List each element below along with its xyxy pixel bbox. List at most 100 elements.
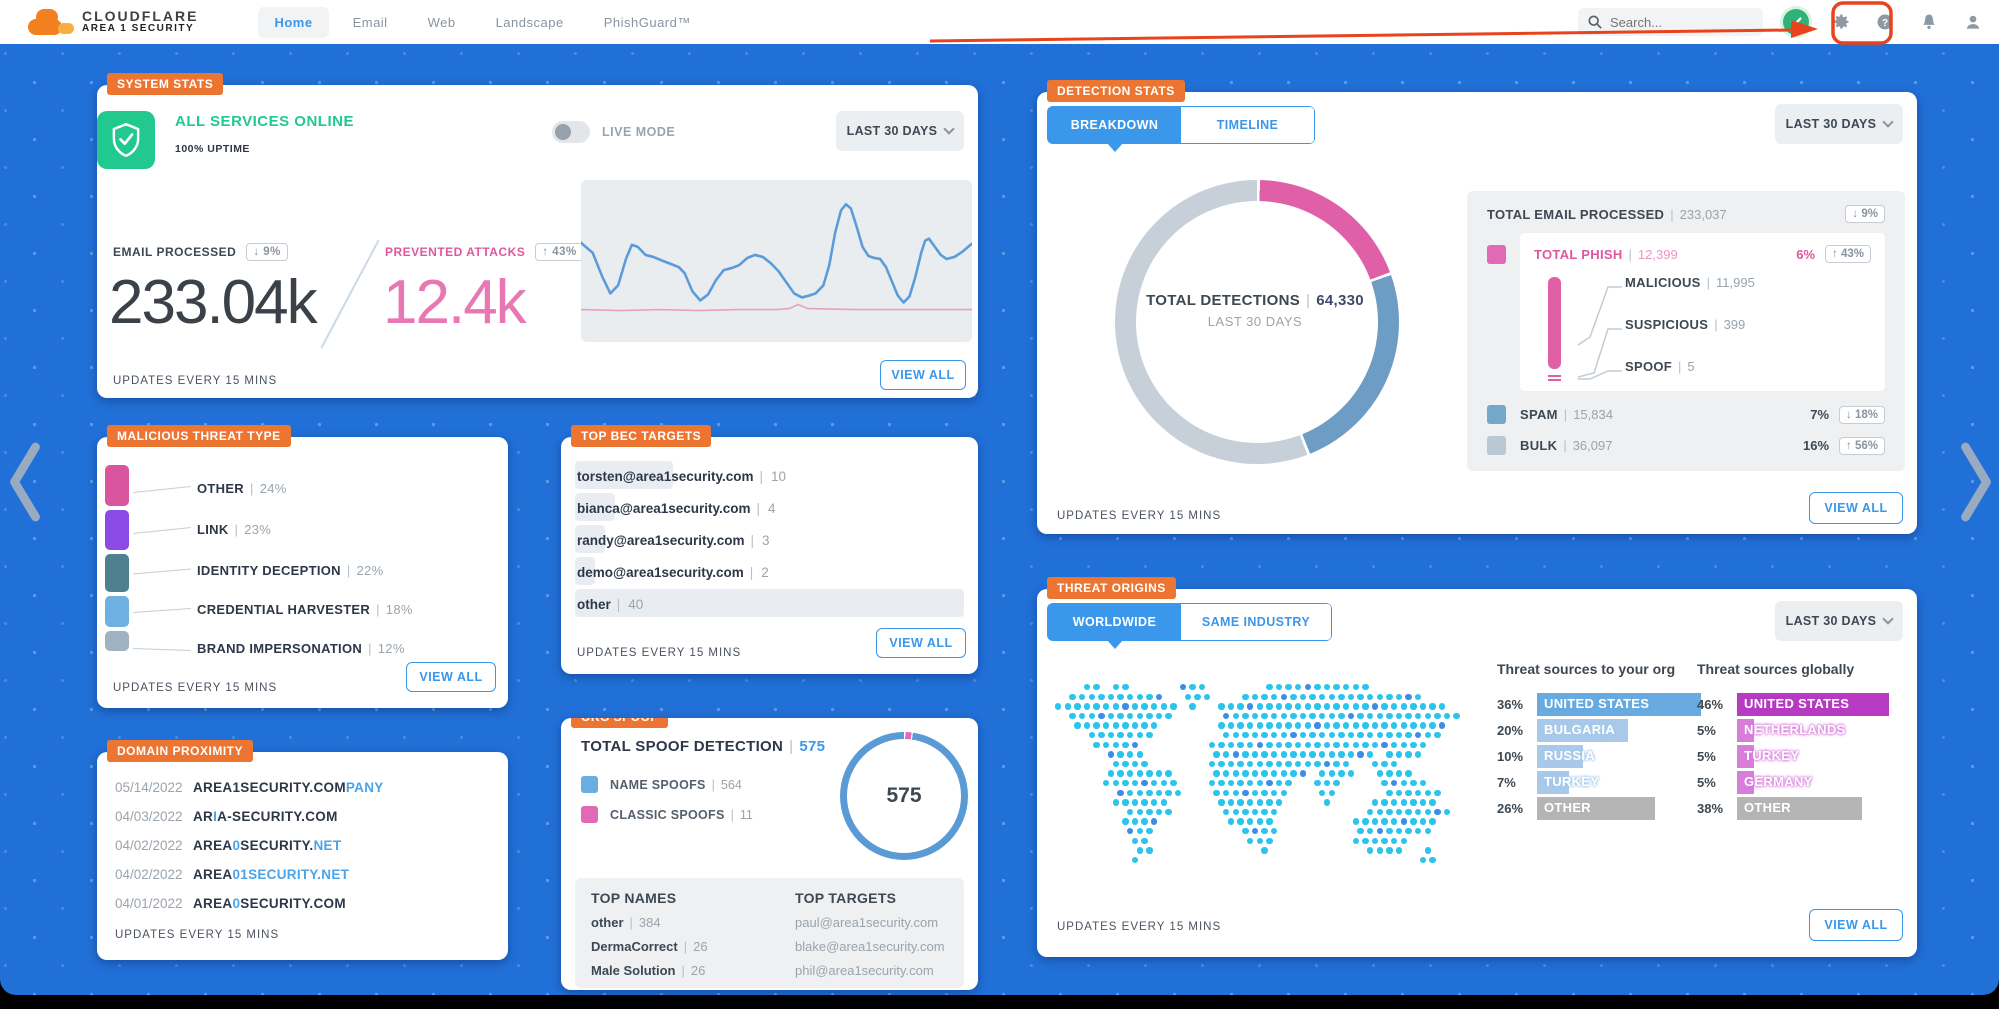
bec-target-row: torsten@area1security.com | 10 [575, 461, 786, 489]
global-sources-header: Threat sources globally [1697, 661, 1855, 677]
threat-origins-badge: THREAT ORIGINS [1047, 577, 1176, 599]
threat-range-dropdown[interactable]: LAST 30 DAYS [1775, 601, 1903, 641]
nav-item-web[interactable]: Web [427, 14, 456, 30]
spoof-row: SPOOF | 5 [1625, 359, 1695, 374]
tab-timeline[interactable]: TIMELINE [1181, 107, 1314, 143]
bulk-trend-badge: ↑ 56% [1839, 436, 1885, 455]
detection-tabbar: BREAKDOWN TIMELINE [1047, 106, 1315, 152]
tab-breakdown[interactable]: BREAKDOWN [1048, 107, 1181, 152]
org-spoof-card: ORG SPOOF TOTAL SPOOF DETECTION|575 NAME… [561, 718, 978, 990]
threat-source-row: 7% TURKEY [1497, 771, 1599, 794]
settings-gear-icon[interactable] [1829, 10, 1853, 34]
domain-proximity-card: DOMAIN PROXIMITY 05/14/2022 AREA1SECURITY… [97, 740, 508, 960]
bec-target-row: other | 40 [575, 589, 964, 617]
domain-row: 04/03/2022 ARIA-SECURITY.COM [115, 809, 338, 824]
top-name-row: DermaCorrect | 26 [591, 939, 708, 954]
top-name-row: Male Solution | 26 [591, 963, 706, 978]
bulk-swatch [1487, 436, 1506, 455]
updates-text: UPDATES EVERY 15 MINS [577, 647, 742, 659]
threat-origins-card: THREAT ORIGINS WORLDWIDE SAME INDUSTRY L… [1037, 577, 1917, 957]
world-dot-map [1055, 684, 1475, 884]
malicious-row: MALICIOUS | 11,995 [1625, 275, 1755, 290]
threat-type-stacked-bar [105, 465, 129, 652]
prevented-attacks-trend-badge: ↑ 43% [535, 243, 584, 261]
threat-type-row: OTHER | 24% [197, 481, 287, 496]
threat-source-row: 5% GERMANY [1697, 771, 1812, 794]
threat-type-row: IDENTITY DECEPTION | 22% [197, 563, 384, 578]
system-stats-card: SYSTEM STATS ALL SERVICES ONLINE 100% UP… [97, 73, 978, 398]
nav-item-landscape[interactable]: Landscape [495, 14, 564, 30]
top-names-header: TOP NAMES [591, 890, 677, 906]
updates-text: UPDATES EVERY 15 MINS [113, 375, 278, 387]
notifications-bell-icon[interactable] [1917, 10, 1941, 34]
chevron-down-icon [1882, 613, 1894, 625]
domain-proximity-badge: DOMAIN PROXIMITY [107, 740, 254, 762]
updates-text: UPDATES EVERY 15 MINS [115, 929, 280, 941]
system-range-dropdown[interactable]: LAST 30 DAYS [836, 111, 964, 151]
spam-trend-badge: ↓ 18% [1839, 405, 1885, 424]
spam-row: SPAM | 15,834 7% ↓ 18% [1487, 405, 1885, 424]
org-spoof-badge: ORG SPOOF [571, 718, 669, 728]
detection-view-all-button[interactable]: VIEW ALL [1809, 492, 1903, 524]
uptime-text: 100% UPTIME [175, 143, 250, 155]
phish-swatch [1487, 245, 1506, 264]
main-nav: Home Email Web Landscape PhishGuard™ [258, 0, 706, 44]
detection-range-dropdown[interactable]: LAST 30 DAYS [1775, 104, 1903, 144]
search-box[interactable] [1578, 8, 1763, 36]
total-phish-trend-badge: ↑ 43% [1825, 245, 1871, 263]
search-icon [1588, 15, 1602, 29]
detection-stats-card: DETECTION STATS BREAKDOWN TIMELINE LAST … [1037, 80, 1917, 534]
help-icon[interactable]: ? [1873, 10, 1897, 34]
bec-target-row: bianca@area1security.com | 4 [575, 493, 776, 521]
threat-type-row: BRAND IMPERSONATION | 12% [197, 641, 405, 656]
top-bec-targets-badge: TOP BEC TARGETS [571, 425, 712, 447]
malicious-view-all-button[interactable]: VIEW ALL [406, 662, 496, 692]
nav-item-phishguard[interactable]: PhishGuard™ [603, 14, 691, 30]
email-processed-value: 233.04k [109, 268, 318, 337]
threat-source-row: 36% UNITED STATES [1497, 693, 1701, 716]
nav-item-home[interactable]: Home [258, 6, 329, 38]
top-name-row: other | 384 [591, 915, 661, 930]
top-navbar: CLOUDFLARE AREA 1 SECURITY Home Email We… [0, 0, 1999, 44]
threat-source-row: 5% NETHERLANDS [1697, 719, 1845, 742]
spoof-detail-panel: TOP NAMES other | 384 DermaCorrect | 26 Male… [575, 878, 964, 988]
threat-view-all-button[interactable]: VIEW ALL [1809, 909, 1903, 941]
threat-origins-tabbar: WORLDWIDE SAME INDUSTRY [1047, 603, 1332, 649]
top-bec-targets-card: TOP BEC TARGETS torsten@area1security.co… [561, 425, 978, 674]
threat-type-row: LINK | 23% [197, 522, 272, 537]
legend-swatch [581, 776, 598, 793]
protection-status-icon[interactable] [1783, 9, 1809, 35]
domain-row: 04/02/2022 AREA01SECURITY.NET [115, 867, 350, 882]
divider-slash [320, 239, 380, 349]
top-target-row: paul@area1security.com [795, 915, 939, 930]
connector-lines [1577, 286, 1622, 380]
user-account-icon[interactable] [1961, 10, 1985, 34]
bec-view-all-button[interactable]: VIEW ALL [876, 628, 966, 658]
system-stats-badge: SYSTEM STATS [107, 73, 224, 95]
total-phish-block: TOTAL PHISH | 12,399 6% ↑ 43% MALICIOUS | 1… [1487, 233, 1885, 391]
chevron-down-icon [943, 123, 955, 135]
email-trend-chart [579, 180, 974, 342]
bec-target-row: demo@area1security.com | 2 [575, 557, 769, 585]
suspicious-row: SUSPICIOUS | 399 [1625, 317, 1746, 332]
nav-item-email[interactable]: Email [352, 14, 388, 30]
threat-type-row: CREDENTIAL HARVESTER | 18% [197, 602, 413, 617]
cloudflare-logo[interactable]: CLOUDFLARE AREA 1 SECURITY [28, 9, 198, 35]
tab-worldwide[interactable]: WORLDWIDE [1048, 604, 1181, 649]
live-mode-toggle[interactable] [552, 121, 590, 143]
total-spoof-title: TOTAL SPOOF DETECTION | 575 [581, 738, 826, 755]
search-input[interactable] [1610, 14, 1750, 30]
brand-name: CLOUDFLARE [82, 8, 199, 25]
system-view-all-button[interactable]: VIEW ALL [880, 360, 966, 390]
live-mode-label: LIVE MODE [602, 125, 676, 139]
threat-source-row: 10% RUSSIA [1497, 745, 1595, 768]
carousel-right-arrow[interactable] [1955, 440, 1997, 529]
tab-same-industry[interactable]: SAME INDUSTRY [1181, 604, 1331, 640]
services-status-text: ALL SERVICES ONLINE [175, 113, 354, 130]
carousel-left-arrow[interactable] [4, 440, 46, 529]
updates-text: UPDATES EVERY 15 MINS [1057, 921, 1222, 933]
domain-row: 04/01/2022 AREA0SECURITY.COM [115, 896, 346, 911]
updates-text: UPDATES EVERY 15 MINS [1057, 510, 1222, 522]
org-sources-header: Threat sources to your org [1497, 661, 1676, 677]
top-target-row: phil@area1security.com [795, 963, 934, 978]
